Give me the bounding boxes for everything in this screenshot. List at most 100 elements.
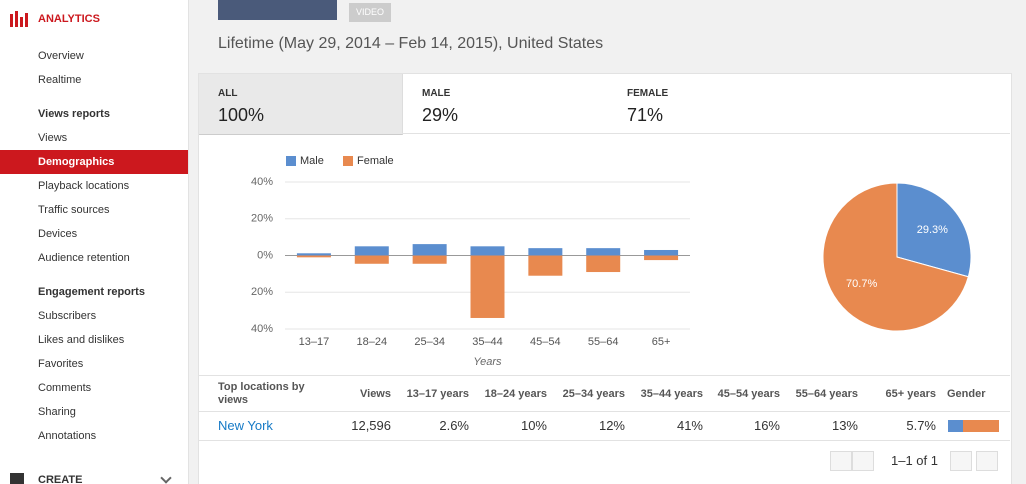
tab-value[interactable]: 71% xyxy=(627,105,664,125)
bar xyxy=(528,255,563,276)
bar xyxy=(528,248,563,256)
table-header: Views xyxy=(360,388,391,400)
analytics-icon xyxy=(20,17,23,27)
nav-item[interactable]: Audience retention xyxy=(38,252,130,264)
x-tick-label: 35–44 xyxy=(472,336,503,348)
bar xyxy=(644,255,679,261)
y-tick-label: 40% xyxy=(251,323,273,335)
y-tick-label: 0% xyxy=(257,249,273,261)
x-tick-label: 45–54 xyxy=(530,336,561,348)
table-header: Gender xyxy=(947,388,986,400)
tab-label[interactable]: ALL xyxy=(218,88,238,99)
table-cell: 12,596 xyxy=(351,418,391,433)
analytics-icon xyxy=(25,13,28,27)
create-icon xyxy=(10,473,24,484)
page-label: 1–1 of 1 xyxy=(891,453,938,468)
table-border xyxy=(199,375,1010,376)
nav-item[interactable]: Realtime xyxy=(38,74,82,86)
section-heading: Views reports xyxy=(38,108,110,120)
tab-label[interactable]: MALE xyxy=(422,88,451,99)
analytics-icon xyxy=(15,11,18,27)
bar xyxy=(412,255,447,264)
y-tick-label: 40% xyxy=(251,176,273,188)
bar xyxy=(586,248,621,256)
video-thumbnail[interactable] xyxy=(218,0,337,20)
x-tick-label: 25–34 xyxy=(414,336,445,348)
bar xyxy=(296,253,331,256)
bar xyxy=(644,249,679,256)
y-tick-label: 20% xyxy=(251,213,273,225)
gender-bar-female xyxy=(962,420,999,432)
page-button[interactable] xyxy=(976,451,998,471)
y-tick-label: 20% xyxy=(251,286,273,298)
sidebar-title: ANALYTICS xyxy=(38,13,100,25)
video-badge: VIDEO xyxy=(349,3,391,22)
table-border xyxy=(199,411,1010,412)
bar xyxy=(470,255,505,318)
nav-item[interactable]: Playback locations xyxy=(38,180,130,192)
analytics-icon xyxy=(10,14,13,27)
page-button[interactable] xyxy=(830,451,852,471)
tab-value[interactable]: 100% xyxy=(218,105,265,125)
tabs-border xyxy=(402,133,1010,134)
pie-slice xyxy=(896,182,972,278)
x-tick-label: 55–64 xyxy=(588,336,619,348)
table-border xyxy=(199,440,1010,441)
table-header: 55–64 years xyxy=(795,388,858,400)
tab-bg xyxy=(199,74,403,135)
table-header: 18–24 years xyxy=(484,388,547,400)
table-cell: 5.7% xyxy=(906,418,936,433)
nav-item[interactable]: Demographics xyxy=(38,156,115,168)
x-tick-label: 18–24 xyxy=(356,336,387,348)
bar xyxy=(354,246,389,256)
bar xyxy=(412,244,447,256)
nav-item[interactable]: Comments xyxy=(38,382,92,394)
nav-item[interactable]: Devices xyxy=(38,228,78,240)
pie-slice xyxy=(822,182,969,332)
pie-label: 29.3% xyxy=(917,224,948,236)
table-cell: 41% xyxy=(676,418,703,433)
table-cell: 12% xyxy=(598,418,625,433)
x-tick-label: 65+ xyxy=(652,336,671,348)
table-cell: 13% xyxy=(831,418,858,433)
legend-swatch xyxy=(343,156,353,166)
table-cell: 2.6% xyxy=(439,418,469,433)
legend-label: Female xyxy=(357,155,394,167)
table-header: 25–34 years xyxy=(562,388,625,400)
bar xyxy=(354,255,389,264)
nav-item[interactable]: Views xyxy=(38,132,68,144)
table-header: Top locations by views xyxy=(218,381,305,406)
x-axis-label: Years xyxy=(473,356,502,368)
nav-item[interactable]: Traffic sources xyxy=(38,204,110,216)
bar xyxy=(296,255,331,258)
legend-label: Male xyxy=(300,155,324,167)
location-link[interactable]: New York xyxy=(218,418,273,433)
bar xyxy=(470,246,505,256)
section-heading: Engagement reports xyxy=(38,286,145,298)
active-item-bg xyxy=(0,150,188,174)
table-header: 13–17 years xyxy=(406,388,469,400)
nav-item[interactable]: Likes and dislikes xyxy=(38,334,125,346)
table-cell: 16% xyxy=(753,418,780,433)
nav-item[interactable]: Overview xyxy=(38,50,84,62)
nav-item[interactable]: Annotations xyxy=(38,430,97,442)
gender-bar-male xyxy=(948,420,963,432)
tab-label[interactable]: FEMALE xyxy=(627,88,669,99)
table-header: 45–54 years xyxy=(717,388,780,400)
nav-item[interactable]: Sharing xyxy=(38,406,76,418)
legend-swatch xyxy=(286,156,296,166)
tab-value[interactable]: 29% xyxy=(422,105,459,125)
sidebar-create[interactable]: CREATE xyxy=(38,474,83,484)
nav-item[interactable]: Favorites xyxy=(38,358,84,370)
table-header: 35–44 years xyxy=(640,388,703,400)
table-cell: 10% xyxy=(520,418,547,433)
nav-item[interactable]: Subscribers xyxy=(38,310,97,322)
bar xyxy=(586,255,621,273)
page-button[interactable] xyxy=(852,451,874,471)
table-header: 65+ years xyxy=(885,388,936,400)
sidebar xyxy=(0,0,189,484)
page-button[interactable] xyxy=(950,451,972,471)
x-tick-label: 13–17 xyxy=(299,336,330,348)
